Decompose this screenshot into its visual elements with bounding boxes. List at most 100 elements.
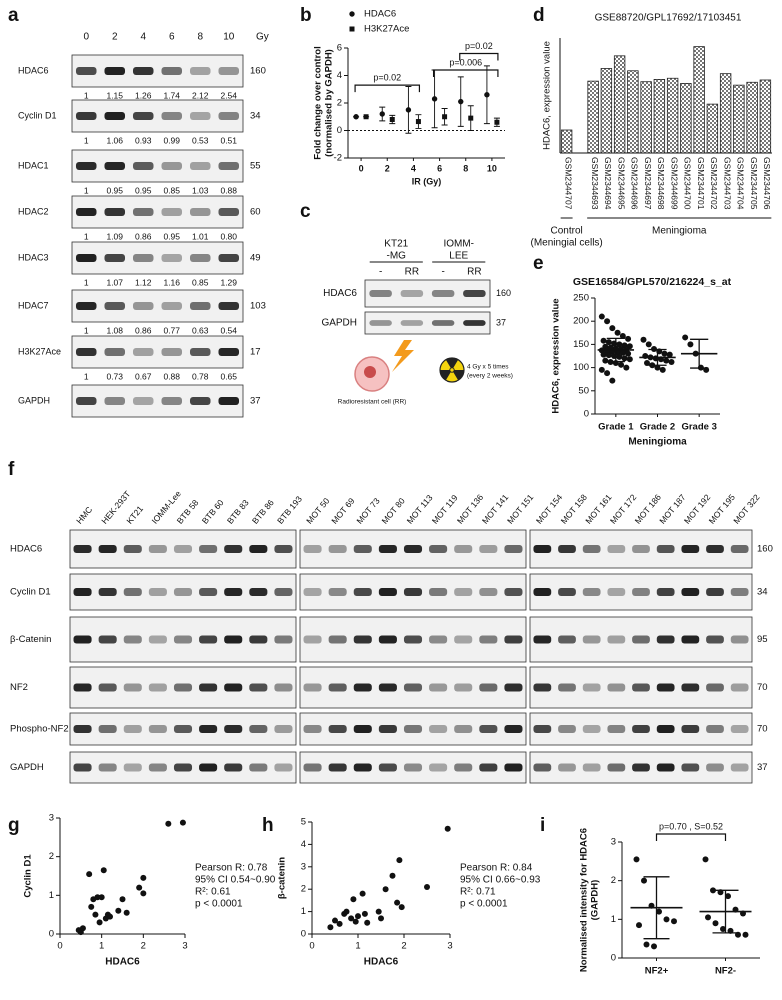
band — [249, 545, 268, 553]
band — [98, 683, 117, 692]
point — [107, 913, 113, 920]
band — [123, 763, 142, 772]
quant-label: 1.06 — [106, 135, 123, 145]
y-axis-title: β-catenin — [277, 857, 288, 899]
point — [140, 890, 147, 897]
point — [119, 896, 126, 903]
band — [189, 254, 211, 262]
stat-text: p < 0.0001 — [460, 899, 508, 910]
band — [98, 635, 117, 644]
panel-letter: f — [8, 459, 15, 480]
band — [454, 683, 473, 692]
band — [429, 635, 448, 644]
band — [161, 254, 183, 262]
band — [75, 397, 97, 405]
band — [148, 763, 167, 772]
blot-frame — [364, 311, 491, 335]
radiation-bolt — [392, 340, 414, 372]
stat-text: p < 0.0001 — [195, 899, 243, 910]
band — [148, 545, 167, 553]
x-tick-label: Grade 3 — [681, 422, 716, 433]
dose-label: 8 — [197, 32, 203, 43]
band — [632, 635, 650, 644]
point — [605, 352, 612, 359]
panel-letter: i — [540, 815, 545, 836]
band — [249, 725, 268, 733]
bar — [746, 81, 758, 154]
sd-whisker — [643, 876, 670, 940]
band — [403, 545, 423, 553]
band — [104, 254, 126, 262]
annotation: p=0.02 — [373, 73, 401, 83]
band — [730, 725, 749, 733]
band — [730, 683, 749, 692]
kda-label: 70 — [757, 724, 768, 735]
chart-title: GSE88720/GPL17692/17103451 — [595, 13, 742, 24]
panel-letter: c — [300, 201, 311, 222]
band — [132, 348, 154, 356]
significance-bracket — [459, 52, 499, 61]
stat-text: 95% CI 0.54~0.90 — [195, 875, 276, 886]
point — [600, 337, 607, 344]
band — [148, 725, 167, 733]
point — [405, 107, 412, 113]
band — [454, 588, 473, 596]
group-label: Control — [551, 226, 583, 237]
point — [458, 98, 464, 105]
band — [328, 635, 347, 644]
point — [353, 114, 359, 120]
band — [104, 162, 126, 170]
point — [396, 857, 403, 864]
cell-caption: Radioresistant cell (RR) — [338, 399, 407, 406]
kda-label: 37 — [250, 396, 261, 407]
quant-label: 1.08 — [106, 325, 123, 335]
band — [161, 302, 183, 310]
band — [274, 588, 293, 596]
band — [429, 683, 448, 692]
sd-whisker — [648, 348, 667, 366]
protein-label: NF2 — [10, 682, 28, 693]
band — [218, 112, 240, 120]
y-tick-label: 2 — [301, 884, 306, 895]
bar — [560, 129, 573, 154]
quant-label: 1.29 — [220, 277, 237, 287]
point — [363, 114, 369, 120]
band — [730, 635, 749, 644]
band — [274, 635, 293, 644]
sd-whisker — [712, 889, 739, 934]
band — [224, 545, 243, 553]
annotation: p=0.006 — [449, 57, 482, 67]
chart-title: GSE16584/GPL570/216224_s_at — [573, 276, 732, 288]
x-axis-title: HDAC6 — [364, 957, 399, 968]
bar — [640, 81, 652, 154]
band — [632, 683, 650, 692]
band — [104, 208, 126, 216]
x-tick-label: 0 — [359, 163, 364, 173]
x-tick-label: Grade 2 — [640, 422, 675, 433]
band — [75, 208, 97, 216]
x-tick-label: 0 — [309, 941, 314, 952]
band — [533, 545, 552, 553]
band — [353, 763, 372, 772]
dose-label: 2 — [112, 32, 118, 43]
band — [328, 683, 347, 692]
quant-label: 0.86 — [135, 325, 152, 335]
band — [429, 725, 448, 733]
band — [199, 635, 218, 644]
x-tick-label: 6 — [437, 163, 442, 173]
band — [353, 635, 372, 644]
band — [607, 763, 626, 772]
point — [352, 918, 359, 925]
quant-label: 1.09 — [106, 231, 123, 241]
band — [504, 635, 523, 644]
lane-label: HMC — [74, 504, 94, 525]
quant-label: 2.12 — [192, 90, 209, 100]
band — [123, 545, 142, 553]
point — [389, 117, 395, 122]
y-tick-label: 0 — [337, 125, 342, 136]
band — [504, 725, 523, 733]
protein-label: HDAC6 — [18, 65, 49, 75]
bar — [680, 83, 692, 154]
band — [400, 289, 424, 298]
point — [663, 916, 670, 923]
